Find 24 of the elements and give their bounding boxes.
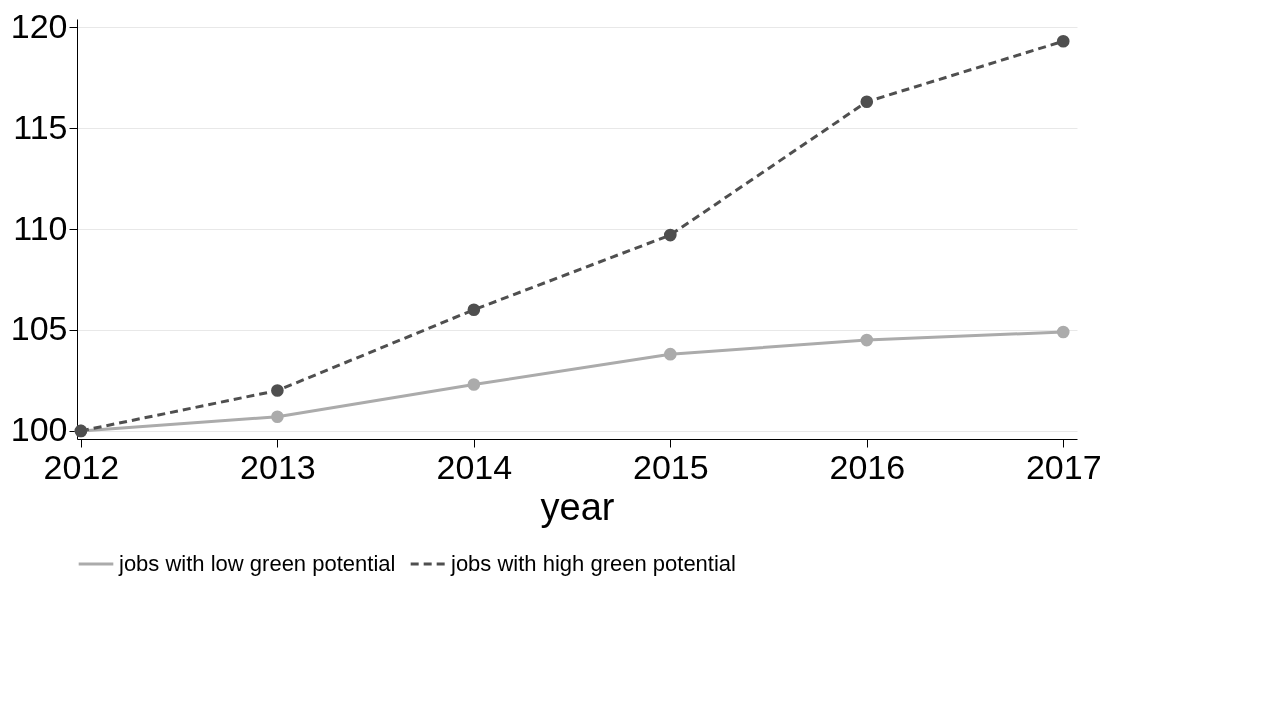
y-tick-label: 115 [13, 107, 68, 146]
x-tick-label: 2013 [240, 447, 316, 486]
point [860, 333, 874, 347]
x-tick-label: 2015 [633, 447, 709, 486]
point [467, 378, 481, 391]
x-tick-label: 2012 [43, 447, 120, 486]
legend-label: jobs with high green potential [450, 551, 736, 576]
y-tick-label: 100 [10, 410, 68, 449]
point [271, 410, 284, 424]
x-tick-label: 2014 [436, 447, 513, 486]
legend-label: jobs with low green potential [118, 551, 396, 576]
x-tick-label: 2017 [1025, 447, 1102, 486]
y-tick-label: 110 [13, 208, 68, 247]
point [271, 384, 284, 397]
point [664, 347, 677, 361]
point [1056, 325, 1070, 339]
point [664, 228, 677, 242]
y-tick-label: 120 [10, 6, 68, 45]
point [467, 303, 481, 317]
y-tick-label: 105 [10, 309, 68, 348]
x-axis-title: year [540, 485, 615, 528]
point [1056, 34, 1070, 48]
point [860, 95, 874, 109]
x-tick-label: 2016 [829, 447, 906, 486]
